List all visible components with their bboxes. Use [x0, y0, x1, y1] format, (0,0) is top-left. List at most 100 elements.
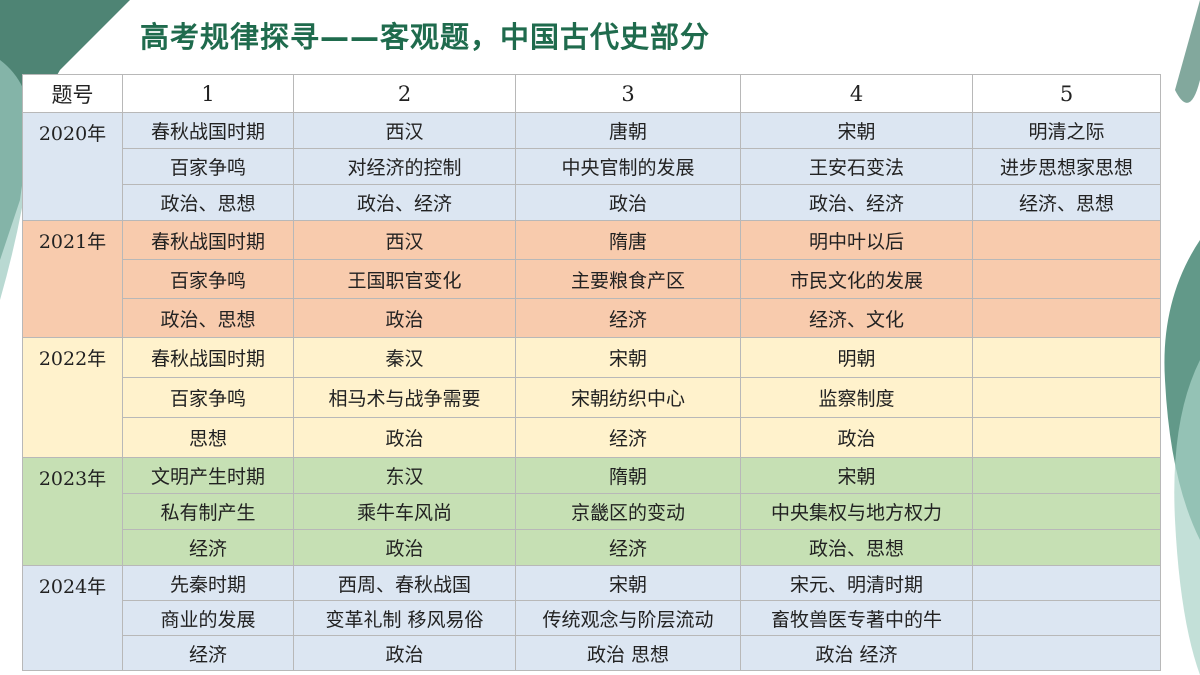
table-cell: 宋朝: [515, 565, 741, 601]
table-cell: 明清之际: [972, 112, 1161, 149]
table-cell: 市民文化的发展: [740, 259, 973, 299]
leaf-decoration: [0, 0, 130, 260]
table-cell: 政治: [740, 417, 973, 458]
table-cell: 西周、春秋战国: [293, 565, 516, 601]
table-cell: 明朝: [740, 337, 973, 378]
table-cell: 春秋战国时期: [122, 220, 294, 260]
year-cell: 2024年: [22, 565, 123, 671]
table-cell: 政治、经济: [293, 184, 516, 221]
table-row: 政治、思想 政治、经济 政治 政治、经济 经济、思想: [23, 184, 1161, 221]
table-cell: 政治: [293, 417, 516, 458]
table-cell: 政治、经济: [740, 184, 973, 221]
table-cell: 对经济的控制: [293, 148, 516, 185]
header-cell: 1: [122, 74, 294, 113]
table-cell: 中央集权与地方权力: [740, 493, 973, 530]
table-cell: 宋朝: [740, 112, 973, 149]
table-cell: 政治: [515, 184, 741, 221]
table-cell: 经济: [122, 529, 294, 566]
empty-cell: [972, 417, 1161, 458]
table-row: 私有制产生 乘牛车风尚 京畿区的变动 中央集权与地方权力: [23, 493, 1161, 530]
table-cell: 明中叶以后: [740, 220, 973, 260]
table-cell: 宋朝纺织中心: [515, 377, 741, 418]
table-cell: 监察制度: [740, 377, 973, 418]
table-cell: 变革礼制 移风易俗: [293, 600, 516, 636]
leaf-decoration: [1175, 0, 1200, 103]
table-cell: 政治 经济: [740, 635, 973, 671]
empty-cell: [972, 457, 1161, 494]
table-cell: 进步思想家思想: [972, 148, 1161, 185]
table-row: 2023年 文明产生时期 东汉 隋朝 宋朝: [22, 457, 1161, 566]
table-cell: 政治: [293, 529, 516, 566]
table-cell: 商业的发展: [122, 600, 294, 636]
slide-title: 高考规律探寻——客观题，中国古代史部分: [140, 20, 711, 54]
table-row: 2024年 先秦时期 西周、春秋战国 宋朝 宋元、明清时期: [22, 565, 1161, 671]
header-cell: 题号: [22, 74, 123, 113]
table-row: 百家争鸣 王国职官变化 主要粮食产区 市民文化的发展: [23, 259, 1161, 299]
table-cell: 政治、思想: [122, 184, 294, 221]
table-cell: 经济: [515, 298, 741, 338]
table-cell: 春秋战国时期: [122, 337, 294, 378]
table-cell: 王安石变法: [740, 148, 973, 185]
year-cell: 2020年: [22, 112, 123, 221]
table-cell: 百家争鸣: [122, 259, 294, 299]
table-cell: 经济、文化: [740, 298, 973, 338]
table-cell: 乘牛车风尚: [293, 493, 516, 530]
empty-cell: [972, 565, 1161, 601]
table-cell: 文明产生时期: [122, 457, 294, 494]
table-cell: 政治、思想: [122, 298, 294, 338]
table-cell: 春秋战国时期: [122, 112, 294, 149]
table-cell: 政治: [293, 635, 516, 671]
table-cell: 思想: [122, 417, 294, 458]
table-cell: 政治 思想: [515, 635, 741, 671]
table-cell: 相马术与战争需要: [293, 377, 516, 418]
table-cell: 政治、思想: [740, 529, 973, 566]
table-cell: 传统观念与阶层流动: [515, 600, 741, 636]
table-cell: 经济、思想: [972, 184, 1161, 221]
table-cell: 宋元、明清时期: [740, 565, 973, 601]
empty-cell: [972, 529, 1161, 566]
table-row: 思想 政治 经济 政治: [23, 417, 1161, 458]
table-cell: 中央官制的发展: [515, 148, 741, 185]
table-row: 经济 政治 政治 思想 政治 经济: [23, 635, 1161, 671]
table-cell: 政治: [293, 298, 516, 338]
table-row: 2021年 春秋战国时期 西汉 隋唐 明中叶以后: [22, 220, 1161, 338]
empty-cell: [972, 600, 1161, 636]
header-row: 题号 1 2 3 4 5: [22, 74, 1161, 113]
empty-cell: [972, 635, 1161, 671]
table-row: 百家争鸣 相马术与战争需要 宋朝纺织中心 监察制度: [23, 377, 1161, 418]
header-cell: 2: [293, 74, 516, 113]
header-cell: 4: [740, 74, 973, 113]
table-cell: 唐朝: [515, 112, 741, 149]
table-cell: 宋朝: [515, 337, 741, 378]
empty-cell: [972, 377, 1161, 418]
empty-cell: [972, 259, 1161, 299]
table-row: 商业的发展 变革礼制 移风易俗 传统观念与阶层流动 畜牧兽医专著中的牛: [23, 600, 1161, 636]
empty-cell: [972, 220, 1161, 260]
table-row: 2020年 春秋战国时期 西汉 唐朝 宋朝 明清之际: [22, 112, 1161, 221]
table-cell: 先秦时期: [122, 565, 294, 601]
table-cell: 宋朝: [740, 457, 973, 494]
table-cell: 西汉: [293, 220, 516, 260]
table-cell: 经济: [122, 635, 294, 671]
year-cell: 2021年: [22, 220, 123, 338]
table-cell: 隋唐: [515, 220, 741, 260]
table-cell: 百家争鸣: [122, 377, 294, 418]
table-cell: 私有制产生: [122, 493, 294, 530]
table-row: 2022年 春秋战国时期 秦汉 宋朝 明朝: [22, 337, 1161, 458]
year-cell: 2023年: [22, 457, 123, 566]
table-cell: 西汉: [293, 112, 516, 149]
header-cell: 5: [972, 74, 1161, 113]
empty-cell: [972, 493, 1161, 530]
empty-cell: [972, 298, 1161, 338]
table-row: 百家争鸣 对经济的控制 中央官制的发展 王安石变法 进步思想家思想: [23, 148, 1161, 185]
leaf-decoration: [1174, 360, 1200, 675]
table-cell: 王国职官变化: [293, 259, 516, 299]
header-cell: 3: [515, 74, 741, 113]
table-cell: 畜牧兽医专著中的牛: [740, 600, 973, 636]
table-cell: 东汉: [293, 457, 516, 494]
table-row: 经济 政治 经济 政治、思想: [23, 529, 1161, 566]
table-cell: 京畿区的变动: [515, 493, 741, 530]
table-cell: 百家争鸣: [122, 148, 294, 185]
table-cell: 经济: [515, 529, 741, 566]
